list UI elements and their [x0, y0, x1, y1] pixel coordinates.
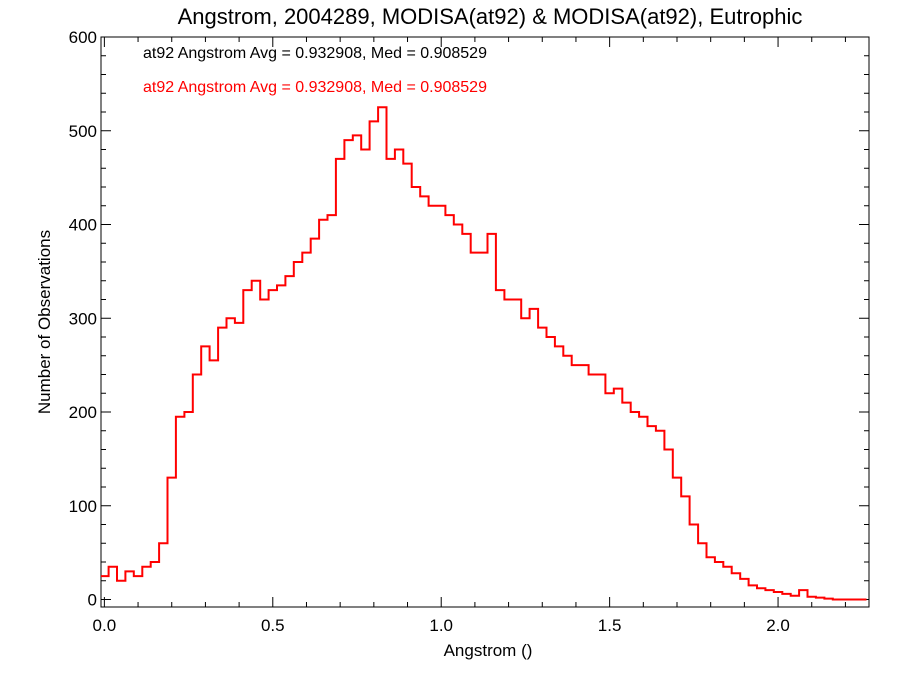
y-axis: 0 100 200 300 400 500 600 [69, 28, 869, 610]
x-axis-label: Angstrom () [444, 641, 533, 660]
x-tick-label: 1.5 [598, 616, 622, 635]
y-axis-label: Number of Observations [35, 230, 54, 414]
y-tick-label: 600 [69, 28, 97, 47]
x-tick-label: 2.0 [766, 616, 790, 635]
plot-area [100, 36, 870, 608]
chart-title: Angstrom, 2004289, MODISA(at92) & MODISA… [178, 4, 803, 29]
legend-entry-black: at92 Angstrom Avg = 0.932908, Med = 0.90… [143, 45, 487, 62]
y-tick-label: 300 [69, 309, 97, 328]
y-tick-label: 500 [69, 122, 97, 141]
x-tick-label: 0.0 [93, 616, 117, 635]
legend-entry-red: at92 Angstrom Avg = 0.932908, Med = 0.90… [143, 79, 487, 96]
x-tick-label: 1.0 [429, 616, 453, 635]
y-tick-label: 400 [69, 216, 97, 235]
y-tick-label: 100 [69, 497, 97, 516]
series-layer [101, 106, 867, 601]
series-line [101, 106, 867, 601]
x-tick-label: 0.5 [261, 616, 285, 635]
x-axis: 0.0 0.5 1.0 1.5 2.0 [93, 37, 846, 635]
y-tick-label: 0 [88, 591, 97, 610]
y-tick-label: 200 [69, 403, 97, 422]
